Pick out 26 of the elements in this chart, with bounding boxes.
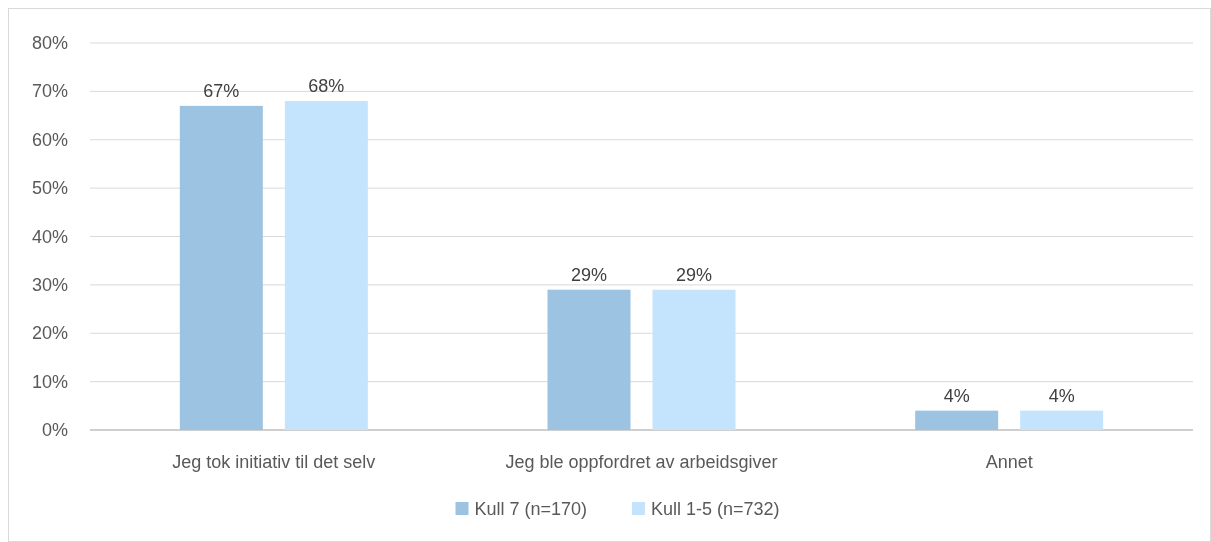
data-label: 29% <box>675 264 713 285</box>
bar <box>179 105 263 430</box>
y-tick-label: 0% <box>41 420 68 440</box>
y-tick-label: 50% <box>31 178 68 199</box>
data-label: 29% <box>570 264 608 285</box>
data-label: 68% <box>308 76 345 97</box>
bar <box>547 289 631 430</box>
bar <box>915 410 999 430</box>
bar <box>1020 410 1104 430</box>
legend-label: Kull 7 (n=170) <box>474 499 588 519</box>
y-tick-label: 80% <box>31 33 68 53</box>
legend-label: Kull 1-5 (n=732) <box>650 499 780 519</box>
y-tick-label: 10% <box>31 371 68 392</box>
y-tick-label: 70% <box>31 81 68 102</box>
y-tick-label: 30% <box>31 274 68 295</box>
x-tick-label: Jeg ble oppfordret av arbeidsgiver <box>505 452 778 472</box>
data-label: 67% <box>203 80 240 101</box>
bar <box>652 289 736 430</box>
x-tick-label: Annet <box>985 452 1033 472</box>
y-tick-label: 40% <box>31 226 68 247</box>
data-label: 4% <box>943 385 970 406</box>
data-label: 4% <box>1048 385 1075 406</box>
x-tick-label: Jeg tok initiativ til det selv <box>172 452 376 472</box>
bar <box>284 101 368 430</box>
y-tick-label: 20% <box>31 323 68 344</box>
y-tick-label: 60% <box>31 129 68 150</box>
